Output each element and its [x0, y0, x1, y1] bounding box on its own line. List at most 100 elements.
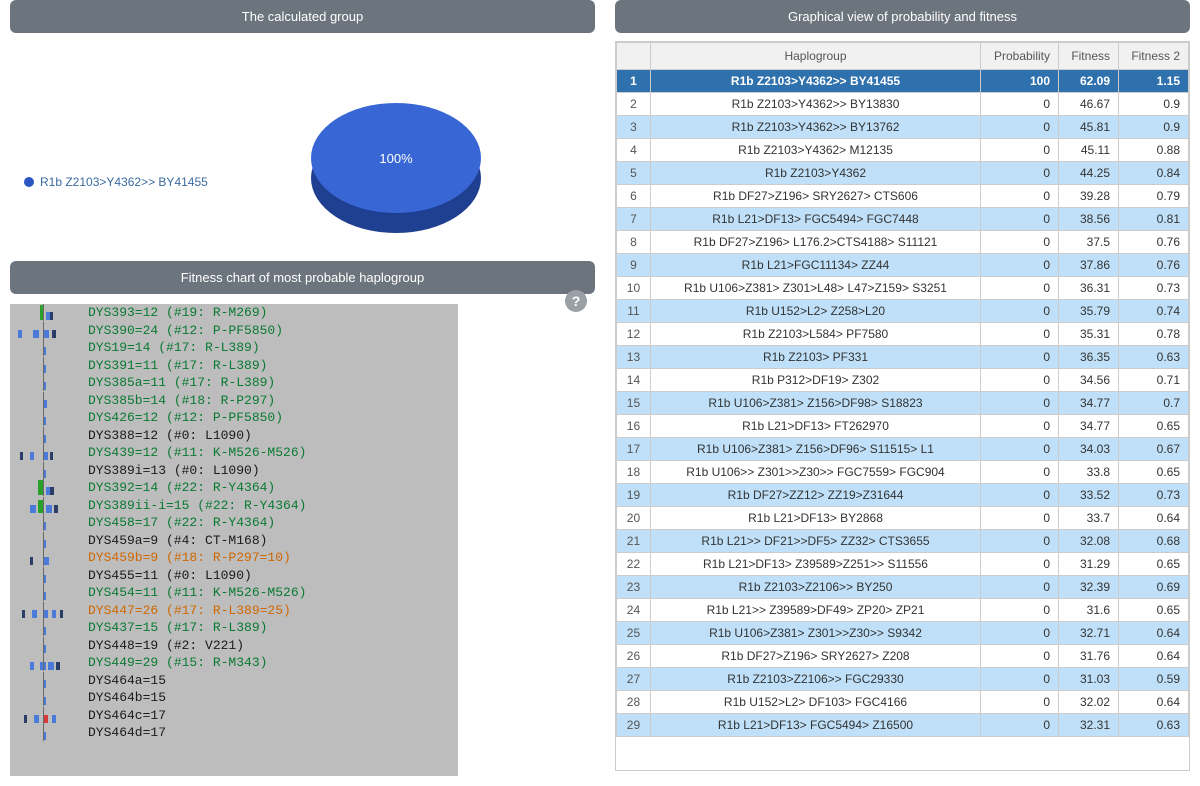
row-probability: 0 [981, 346, 1059, 369]
histogram-bar [43, 732, 46, 740]
row-fitness2: 0.65 [1119, 461, 1189, 484]
row-fitness2: 0.74 [1119, 300, 1189, 323]
row-fitness: 33.8 [1059, 461, 1119, 484]
histogram-bar [56, 662, 60, 670]
calculated-group-header: The calculated group [10, 0, 595, 33]
row-index: 24 [616, 599, 650, 622]
row-fitness2: 0.88 [1119, 139, 1189, 162]
row-fitness2: 0.73 [1119, 277, 1189, 300]
table-row[interactable]: 13R1b Z2103> PF331036.350.63 [616, 346, 1188, 369]
histogram-bar [24, 715, 27, 723]
row-index: 22 [616, 553, 650, 576]
legend-item[interactable]: R1b Z2103>Y4362>> BY41455 [24, 175, 208, 189]
table-row[interactable]: 18R1b U106>> Z301>>Z30>> FGC7559> FGC904… [616, 461, 1188, 484]
table-row[interactable]: 19R1b DF27>ZZ12> ZZ19>Z31644033.520.73 [616, 484, 1188, 507]
row-fitness2: 0.7 [1119, 392, 1189, 415]
row-probability: 0 [981, 300, 1059, 323]
fitness-row: DYS455=11 (#0: L1090) [10, 567, 458, 585]
mini-histogram [10, 339, 76, 356]
table-row[interactable]: 20R1b L21>DF13> BY2868033.70.64 [616, 507, 1188, 530]
row-haplogroup: R1b DF27>Z196> L176.2>CTS4188> S11121 [650, 231, 980, 254]
histogram-bar [30, 662, 34, 670]
fitness-row: DYS448=19 (#2: V221) [10, 637, 458, 655]
mini-histogram [10, 357, 76, 374]
table-row[interactable]: 25R1b U106>Z381> Z301>>Z30>> S9342032.71… [616, 622, 1188, 645]
marker-label: DYS448=19 (#2: V221) [88, 638, 244, 653]
row-fitness2: 0.64 [1119, 645, 1189, 668]
row-fitness: 33.7 [1059, 507, 1119, 530]
row-index: 3 [616, 116, 650, 139]
row-index: 11 [616, 300, 650, 323]
marker-label: DYS464c=17 [88, 708, 166, 723]
histogram-bar [30, 505, 36, 513]
fitness-row: DYS385b=14 (#18: R-P297) [10, 392, 458, 410]
row-index: 13 [616, 346, 650, 369]
fitness-row: DYS454=11 (#11: K-M526-M526) [10, 584, 458, 602]
fitness-row: DYS392=14 (#22: R-Y4364) [10, 479, 458, 497]
row-fitness2: 0.63 [1119, 346, 1189, 369]
row-fitness: 36.35 [1059, 346, 1119, 369]
row-fitness2: 0.65 [1119, 415, 1189, 438]
fitness-row: DYS447=26 (#17: R-L389=25) [10, 602, 458, 620]
haplogroup-table-scroll[interactable]: Haplogroup Probability Fitness Fitness 2… [615, 41, 1190, 771]
table-row[interactable]: 16R1b L21>DF13> FT262970034.770.65 [616, 415, 1188, 438]
row-probability: 0 [981, 484, 1059, 507]
histogram-bar [43, 540, 46, 548]
row-haplogroup: R1b Z2103>Y4362>> BY13762 [650, 116, 980, 139]
row-index: 19 [616, 484, 650, 507]
row-fitness: 36.31 [1059, 277, 1119, 300]
table-row[interactable]: 8R1b DF27>Z196> L176.2>CTS4188> S1112103… [616, 231, 1188, 254]
fitness-chart[interactable]: DYS393=12 (#19: R-M269)DYS390=24 (#12: P… [10, 304, 458, 776]
row-probability: 0 [981, 139, 1059, 162]
table-row[interactable]: 21R1b L21>> DF21>>DF5> ZZ32> CTS3655032.… [616, 530, 1188, 553]
table-row[interactable]: 29R1b L21>DF13> FGC5494> Z16500032.310.6… [616, 714, 1188, 737]
table-row[interactable]: 15R1b U106>Z381> Z156>DF98> S18823034.77… [616, 392, 1188, 415]
table-row[interactable]: 17R1b U106>Z381> Z156>DF96> S11515> L103… [616, 438, 1188, 461]
table-row[interactable]: 11R1b U152>L2> Z258>L20035.790.74 [616, 300, 1188, 323]
col-probability[interactable]: Probability [981, 43, 1059, 70]
table-row[interactable]: 26R1b DF27>Z196> SRY2627> Z208031.760.64 [616, 645, 1188, 668]
fitness-row: DYS389ii-i=15 (#22: R-Y4364) [10, 497, 458, 515]
table-row[interactable]: 9R1b L21>FGC11134> ZZ44037.860.76 [616, 254, 1188, 277]
table-row[interactable]: 4R1b Z2103>Y4362> M12135045.110.88 [616, 139, 1188, 162]
row-probability: 0 [981, 507, 1059, 530]
table-row[interactable]: 7R1b L21>DF13> FGC5494> FGC7448038.560.8… [616, 208, 1188, 231]
row-fitness: 32.31 [1059, 714, 1119, 737]
row-fitness: 34.56 [1059, 369, 1119, 392]
row-fitness: 32.08 [1059, 530, 1119, 553]
table-row[interactable]: 28R1b U152>L2> DF103> FGC4166032.020.64 [616, 691, 1188, 714]
row-probability: 0 [981, 691, 1059, 714]
table-row[interactable]: 5R1b Z2103>Y4362044.250.84 [616, 162, 1188, 185]
histogram-bar [50, 312, 53, 320]
table-row[interactable]: 2R1b Z2103>Y4362>> BY13830046.670.9 [616, 93, 1188, 116]
table-row[interactable]: 22R1b L21>DF13> Z39589>Z251>> S11556031.… [616, 553, 1188, 576]
fitness-row: DYS19=14 (#17: R-L389) [10, 339, 458, 357]
row-fitness2: 0.9 [1119, 93, 1189, 116]
table-row[interactable]: 14R1b P312>DF19> Z302034.560.71 [616, 369, 1188, 392]
row-fitness: 35.79 [1059, 300, 1119, 323]
table-row[interactable]: 27R1b Z2103>Z2106>> FGC29330031.030.59 [616, 668, 1188, 691]
table-row[interactable]: 6R1b DF27>Z196> SRY2627> CTS606039.280.7… [616, 185, 1188, 208]
row-index: 2 [616, 93, 650, 116]
row-fitness2: 0.71 [1119, 369, 1189, 392]
col-idx[interactable] [616, 43, 650, 70]
fitness-row: DYS464c=17 [10, 707, 458, 725]
row-haplogroup: R1b L21>DF13> FGC5494> FGC7448 [650, 208, 980, 231]
table-row[interactable]: 10R1b U106>Z381> Z301>L48> L47>Z159> S32… [616, 277, 1188, 300]
table-row[interactable]: 12R1b Z2103>L584> PF7580035.310.78 [616, 323, 1188, 346]
help-icon[interactable]: ? [565, 290, 587, 312]
mini-histogram [10, 322, 76, 339]
row-index: 14 [616, 369, 650, 392]
pie-chart[interactable]: 100% [306, 83, 486, 256]
row-haplogroup: R1b Z2103>Z2106>> BY250 [650, 576, 980, 599]
col-fitness[interactable]: Fitness [1059, 43, 1119, 70]
table-row[interactable]: 3R1b Z2103>Y4362>> BY13762045.810.9 [616, 116, 1188, 139]
table-row[interactable]: 1R1b Z2103>Y4362>> BY4145510062.091.15 [616, 70, 1188, 93]
table-row[interactable]: 24R1b L21>> Z39589>DF49> ZP20> ZP21031.6… [616, 599, 1188, 622]
marker-label: DYS458=17 (#22: R-Y4364) [88, 515, 275, 530]
histogram-bar [52, 610, 56, 618]
marker-label: DYS393=12 (#19: R-M269) [88, 305, 267, 320]
table-row[interactable]: 23R1b Z2103>Z2106>> BY250032.390.69 [616, 576, 1188, 599]
col-fitness2[interactable]: Fitness 2 [1119, 43, 1189, 70]
col-haplogroup[interactable]: Haplogroup [650, 43, 980, 70]
